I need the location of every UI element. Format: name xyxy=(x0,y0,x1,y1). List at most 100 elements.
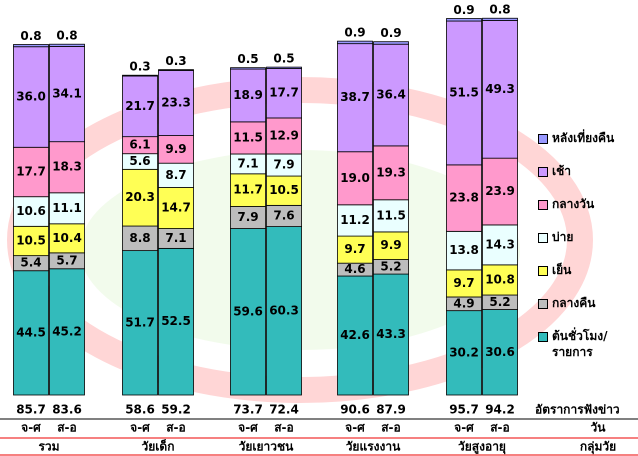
legend-label: หลังเที่ยงคืน xyxy=(552,131,615,145)
data-label: 42.6 xyxy=(340,328,370,342)
bar-segment xyxy=(482,20,518,159)
data-label: 23.8 xyxy=(449,191,479,205)
legend-label: ต้นชั่วโมง/ รายการ xyxy=(552,329,608,359)
data-label: 11.1 xyxy=(52,201,82,215)
data-label: 7.9 xyxy=(237,210,258,224)
data-label: 43.3 xyxy=(376,327,406,341)
x-tick-label: ส-อ xyxy=(166,421,186,435)
data-label: 11.7 xyxy=(233,183,263,197)
legend-label: บ่าย xyxy=(552,230,574,244)
bar-segment xyxy=(158,135,194,164)
bar-segment xyxy=(158,247,194,396)
legend-item: หลังเที่ยงคืน xyxy=(538,130,614,146)
bar-segment xyxy=(49,43,85,47)
data-label: 59.6 xyxy=(233,304,263,318)
legend-item: กลางวัน xyxy=(538,196,594,212)
data-label: 4.6 xyxy=(344,262,365,276)
bar-segment xyxy=(122,225,158,252)
rating-label: 59.2 xyxy=(161,403,191,417)
data-label: 44.5 xyxy=(16,325,46,339)
data-label: 7.1 xyxy=(165,231,186,245)
bar-segment xyxy=(230,121,266,155)
bar-segment xyxy=(49,192,85,225)
bar-segment xyxy=(158,162,194,188)
data-label: 4.9 xyxy=(453,296,474,310)
bar-segment xyxy=(373,41,409,45)
data-label: 12.9 xyxy=(269,128,299,142)
x-tick-label: ส-อ xyxy=(274,421,294,435)
data-label: 38.7 xyxy=(340,90,370,104)
data-label: 23.9 xyxy=(485,184,515,198)
data-label: 19.3 xyxy=(376,165,406,179)
data-label: 11.5 xyxy=(233,130,263,144)
data-label: 10.8 xyxy=(485,272,515,286)
bar-segment xyxy=(337,204,373,237)
bar-segment xyxy=(446,20,482,166)
data-label: 21.7 xyxy=(125,99,155,113)
data-label: 30.2 xyxy=(449,345,479,359)
data-label: 18.9 xyxy=(233,88,263,102)
legend-label: เช้า xyxy=(552,164,571,178)
data-label: 0.9 xyxy=(344,26,365,40)
data-label: 5.6 xyxy=(129,154,150,168)
data-label: 23.3 xyxy=(161,96,191,110)
bar-segment xyxy=(482,157,518,226)
legend-item: เย็น xyxy=(538,262,571,278)
data-label: 45.2 xyxy=(52,324,82,338)
bar-segment xyxy=(337,275,373,396)
data-label: 5.7 xyxy=(56,253,77,267)
legend-item: บ่าย xyxy=(538,229,573,245)
rating-label: 87.9 xyxy=(376,403,406,417)
data-label: 36.0 xyxy=(16,90,46,104)
data-label: 0.8 xyxy=(56,29,77,43)
legend-item: เช้า xyxy=(538,163,571,179)
bar-segment xyxy=(230,228,266,396)
data-label: 10.5 xyxy=(16,233,46,247)
group-label: วัยสูงอายุ xyxy=(458,440,506,455)
data-label: 49.3 xyxy=(485,82,515,96)
data-label: 36.4 xyxy=(376,88,406,102)
x-tick-label: จ-ศ xyxy=(21,421,41,435)
data-label: 7.9 xyxy=(273,158,294,172)
data-label: 7.6 xyxy=(273,208,294,222)
data-label: 0.8 xyxy=(489,3,510,17)
data-label: 10.5 xyxy=(269,183,299,197)
rating-label: 83.6 xyxy=(52,403,82,417)
bar-segment xyxy=(230,67,266,70)
bar-segment xyxy=(337,151,373,206)
bar-segment xyxy=(446,269,482,298)
rating-label: 95.7 xyxy=(449,403,479,417)
day-row-label: วัน xyxy=(591,421,607,435)
data-label: 7.1 xyxy=(237,156,258,170)
bar-segment xyxy=(266,226,302,396)
rating-label: 58.6 xyxy=(125,403,155,417)
bar-segment xyxy=(122,168,158,227)
bar-segment xyxy=(482,309,518,396)
bar-segment xyxy=(373,43,409,147)
rating-label: 85.7 xyxy=(16,403,46,417)
data-label: 0.3 xyxy=(165,54,186,68)
data-label: 51.7 xyxy=(125,315,155,329)
legend-swatch xyxy=(538,332,548,342)
data-label: 10.4 xyxy=(52,231,82,245)
group-label: วัยเด็ก xyxy=(142,439,175,454)
data-label: 0.9 xyxy=(380,26,401,40)
bar-segment xyxy=(13,146,49,198)
bar-segment xyxy=(446,18,482,22)
legend-swatch xyxy=(538,134,548,144)
data-label: 8.8 xyxy=(129,231,150,245)
legend-swatch xyxy=(538,266,548,276)
data-label: 0.3 xyxy=(129,60,150,74)
bar-segment xyxy=(13,225,49,257)
bar-segment xyxy=(122,74,158,77)
data-label: 5.2 xyxy=(380,259,401,273)
bar-segment xyxy=(49,268,85,396)
data-label: 0.5 xyxy=(237,52,258,66)
data-label: 17.7 xyxy=(269,86,299,100)
legend-label: กลางวัน xyxy=(552,197,595,211)
legend-label: กลางคืน xyxy=(552,296,596,310)
x-tick-label: จ-ศ xyxy=(238,421,258,435)
bar-segment xyxy=(158,187,194,229)
x-tick-label: จ-ศ xyxy=(345,421,365,435)
